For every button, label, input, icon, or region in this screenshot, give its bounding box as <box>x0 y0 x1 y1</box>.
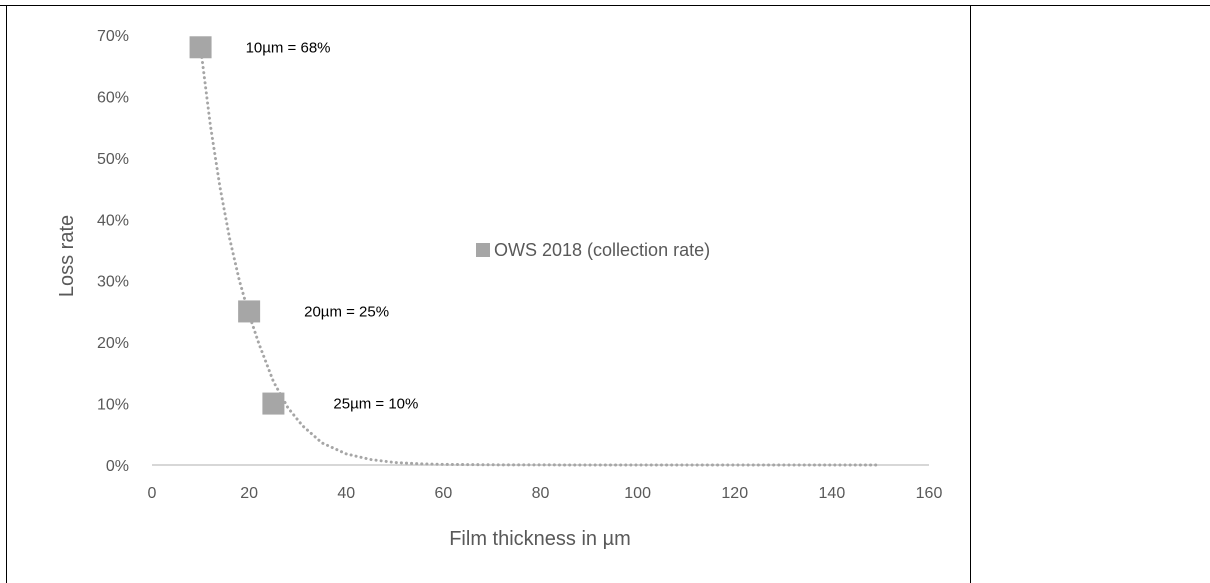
x-tick-label: 80 <box>532 485 550 502</box>
x-tick-label: 60 <box>434 485 452 502</box>
x-tick-label: 140 <box>819 485 846 502</box>
legend-swatch <box>476 243 490 257</box>
data-markers <box>189 36 285 415</box>
data-point <box>238 300 261 323</box>
y-tick-label: 20% <box>97 335 129 352</box>
y-tick-label: 60% <box>97 89 129 106</box>
frame-top-border <box>0 5 1210 6</box>
x-tick-label: 40 <box>337 485 355 502</box>
x-tick-labels: 0 20 40 60 80 100 120 140 160 <box>148 485 943 502</box>
data-label: 20µm = 25% <box>304 303 389 320</box>
trendline-path <box>199 45 882 467</box>
data-label: 25µm = 10% <box>333 396 418 413</box>
data-point <box>262 392 285 415</box>
y-axis-title: Loss rate <box>56 215 78 297</box>
x-tick-label: 100 <box>624 485 651 502</box>
y-tick-label: 50% <box>97 151 129 168</box>
data-point <box>189 36 212 59</box>
data-labels: 10µm = 68% 20µm = 25% 25µm = 10% <box>246 39 419 412</box>
y-tick-label: 40% <box>97 212 129 229</box>
y-tick-label: 30% <box>97 274 129 291</box>
legend: OWS 2018 (collection rate) <box>476 240 710 260</box>
x-tick-label: 20 <box>240 485 258 502</box>
x-tick-label: 120 <box>721 485 748 502</box>
legend-label: OWS 2018 (collection rate) <box>494 240 710 260</box>
y-tick-label: 0% <box>106 458 129 475</box>
frame-left-border <box>6 5 7 583</box>
y-tick-label: 10% <box>97 397 129 414</box>
frame-divider <box>970 5 971 583</box>
x-axis-title: Film thickness in µm <box>449 528 631 550</box>
y-tick-labels: 0% 10% 20% 30% 40% 50% 60% 70% <box>97 28 129 475</box>
y-tick-label: 70% <box>97 28 129 45</box>
x-tick-label: 160 <box>916 485 943 502</box>
trendline <box>199 45 882 467</box>
data-label: 10µm = 68% <box>246 39 331 56</box>
x-tick-label: 0 <box>148 485 157 502</box>
